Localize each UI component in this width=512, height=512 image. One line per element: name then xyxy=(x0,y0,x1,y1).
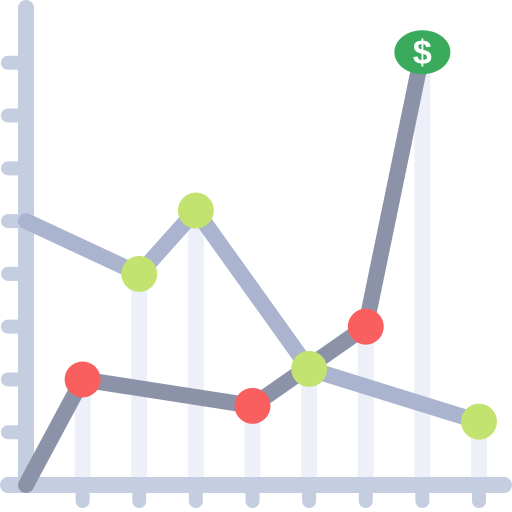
series-point-falling-3 xyxy=(291,350,328,387)
dollar-badge: $ xyxy=(394,30,451,75)
series-markers xyxy=(64,192,498,440)
drop-lines xyxy=(74,52,488,485)
series-point-falling-2 xyxy=(177,192,214,229)
badge-circle xyxy=(394,30,451,75)
series-point-falling-1 xyxy=(121,255,158,292)
series-point-rising-1 xyxy=(64,361,101,398)
series-point-rising-3 xyxy=(347,308,384,345)
series-point-falling-4 xyxy=(461,403,498,440)
dollar-sign-icon: $ xyxy=(413,34,432,72)
series-point-rising-2 xyxy=(234,387,271,424)
